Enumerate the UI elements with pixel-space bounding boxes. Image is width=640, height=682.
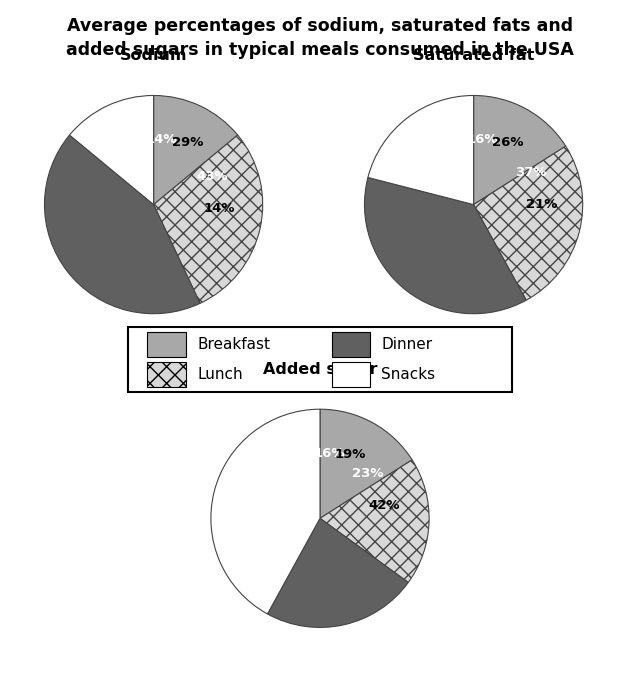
- FancyBboxPatch shape: [147, 332, 186, 357]
- Title: Sodium: Sodium: [120, 48, 188, 63]
- Text: 42%: 42%: [369, 499, 400, 512]
- Wedge shape: [70, 95, 154, 205]
- Text: 26%: 26%: [492, 136, 524, 149]
- Wedge shape: [320, 409, 412, 518]
- Title: Saturated fat: Saturated fat: [413, 48, 534, 63]
- FancyBboxPatch shape: [332, 332, 370, 357]
- Text: Breakfast: Breakfast: [197, 337, 270, 352]
- Text: 14%: 14%: [146, 133, 177, 146]
- Text: 14%: 14%: [204, 201, 235, 215]
- FancyBboxPatch shape: [147, 362, 186, 387]
- Title: Added sugar: Added sugar: [263, 361, 377, 376]
- Text: 37%: 37%: [515, 166, 547, 179]
- Wedge shape: [368, 95, 474, 205]
- Text: Dinner: Dinner: [381, 337, 433, 352]
- Wedge shape: [154, 95, 237, 205]
- Wedge shape: [211, 409, 320, 614]
- Wedge shape: [474, 95, 566, 205]
- Wedge shape: [154, 135, 262, 303]
- Text: 19%: 19%: [335, 448, 366, 461]
- Wedge shape: [365, 177, 526, 314]
- Text: 16%: 16%: [314, 447, 345, 460]
- Text: Snacks: Snacks: [381, 367, 436, 382]
- Wedge shape: [45, 135, 200, 314]
- Text: 21%: 21%: [525, 198, 557, 211]
- FancyBboxPatch shape: [332, 362, 370, 387]
- Text: Lunch: Lunch: [197, 367, 243, 382]
- Text: Average percentages of sodium, saturated fats and
added sugars in typical meals : Average percentages of sodium, saturated…: [66, 17, 574, 59]
- Text: 23%: 23%: [352, 466, 383, 479]
- Text: 43%: 43%: [197, 170, 228, 183]
- Wedge shape: [320, 460, 429, 582]
- Text: 16%: 16%: [467, 133, 499, 146]
- Text: 29%: 29%: [172, 136, 203, 149]
- Wedge shape: [474, 146, 582, 300]
- Wedge shape: [268, 518, 408, 627]
